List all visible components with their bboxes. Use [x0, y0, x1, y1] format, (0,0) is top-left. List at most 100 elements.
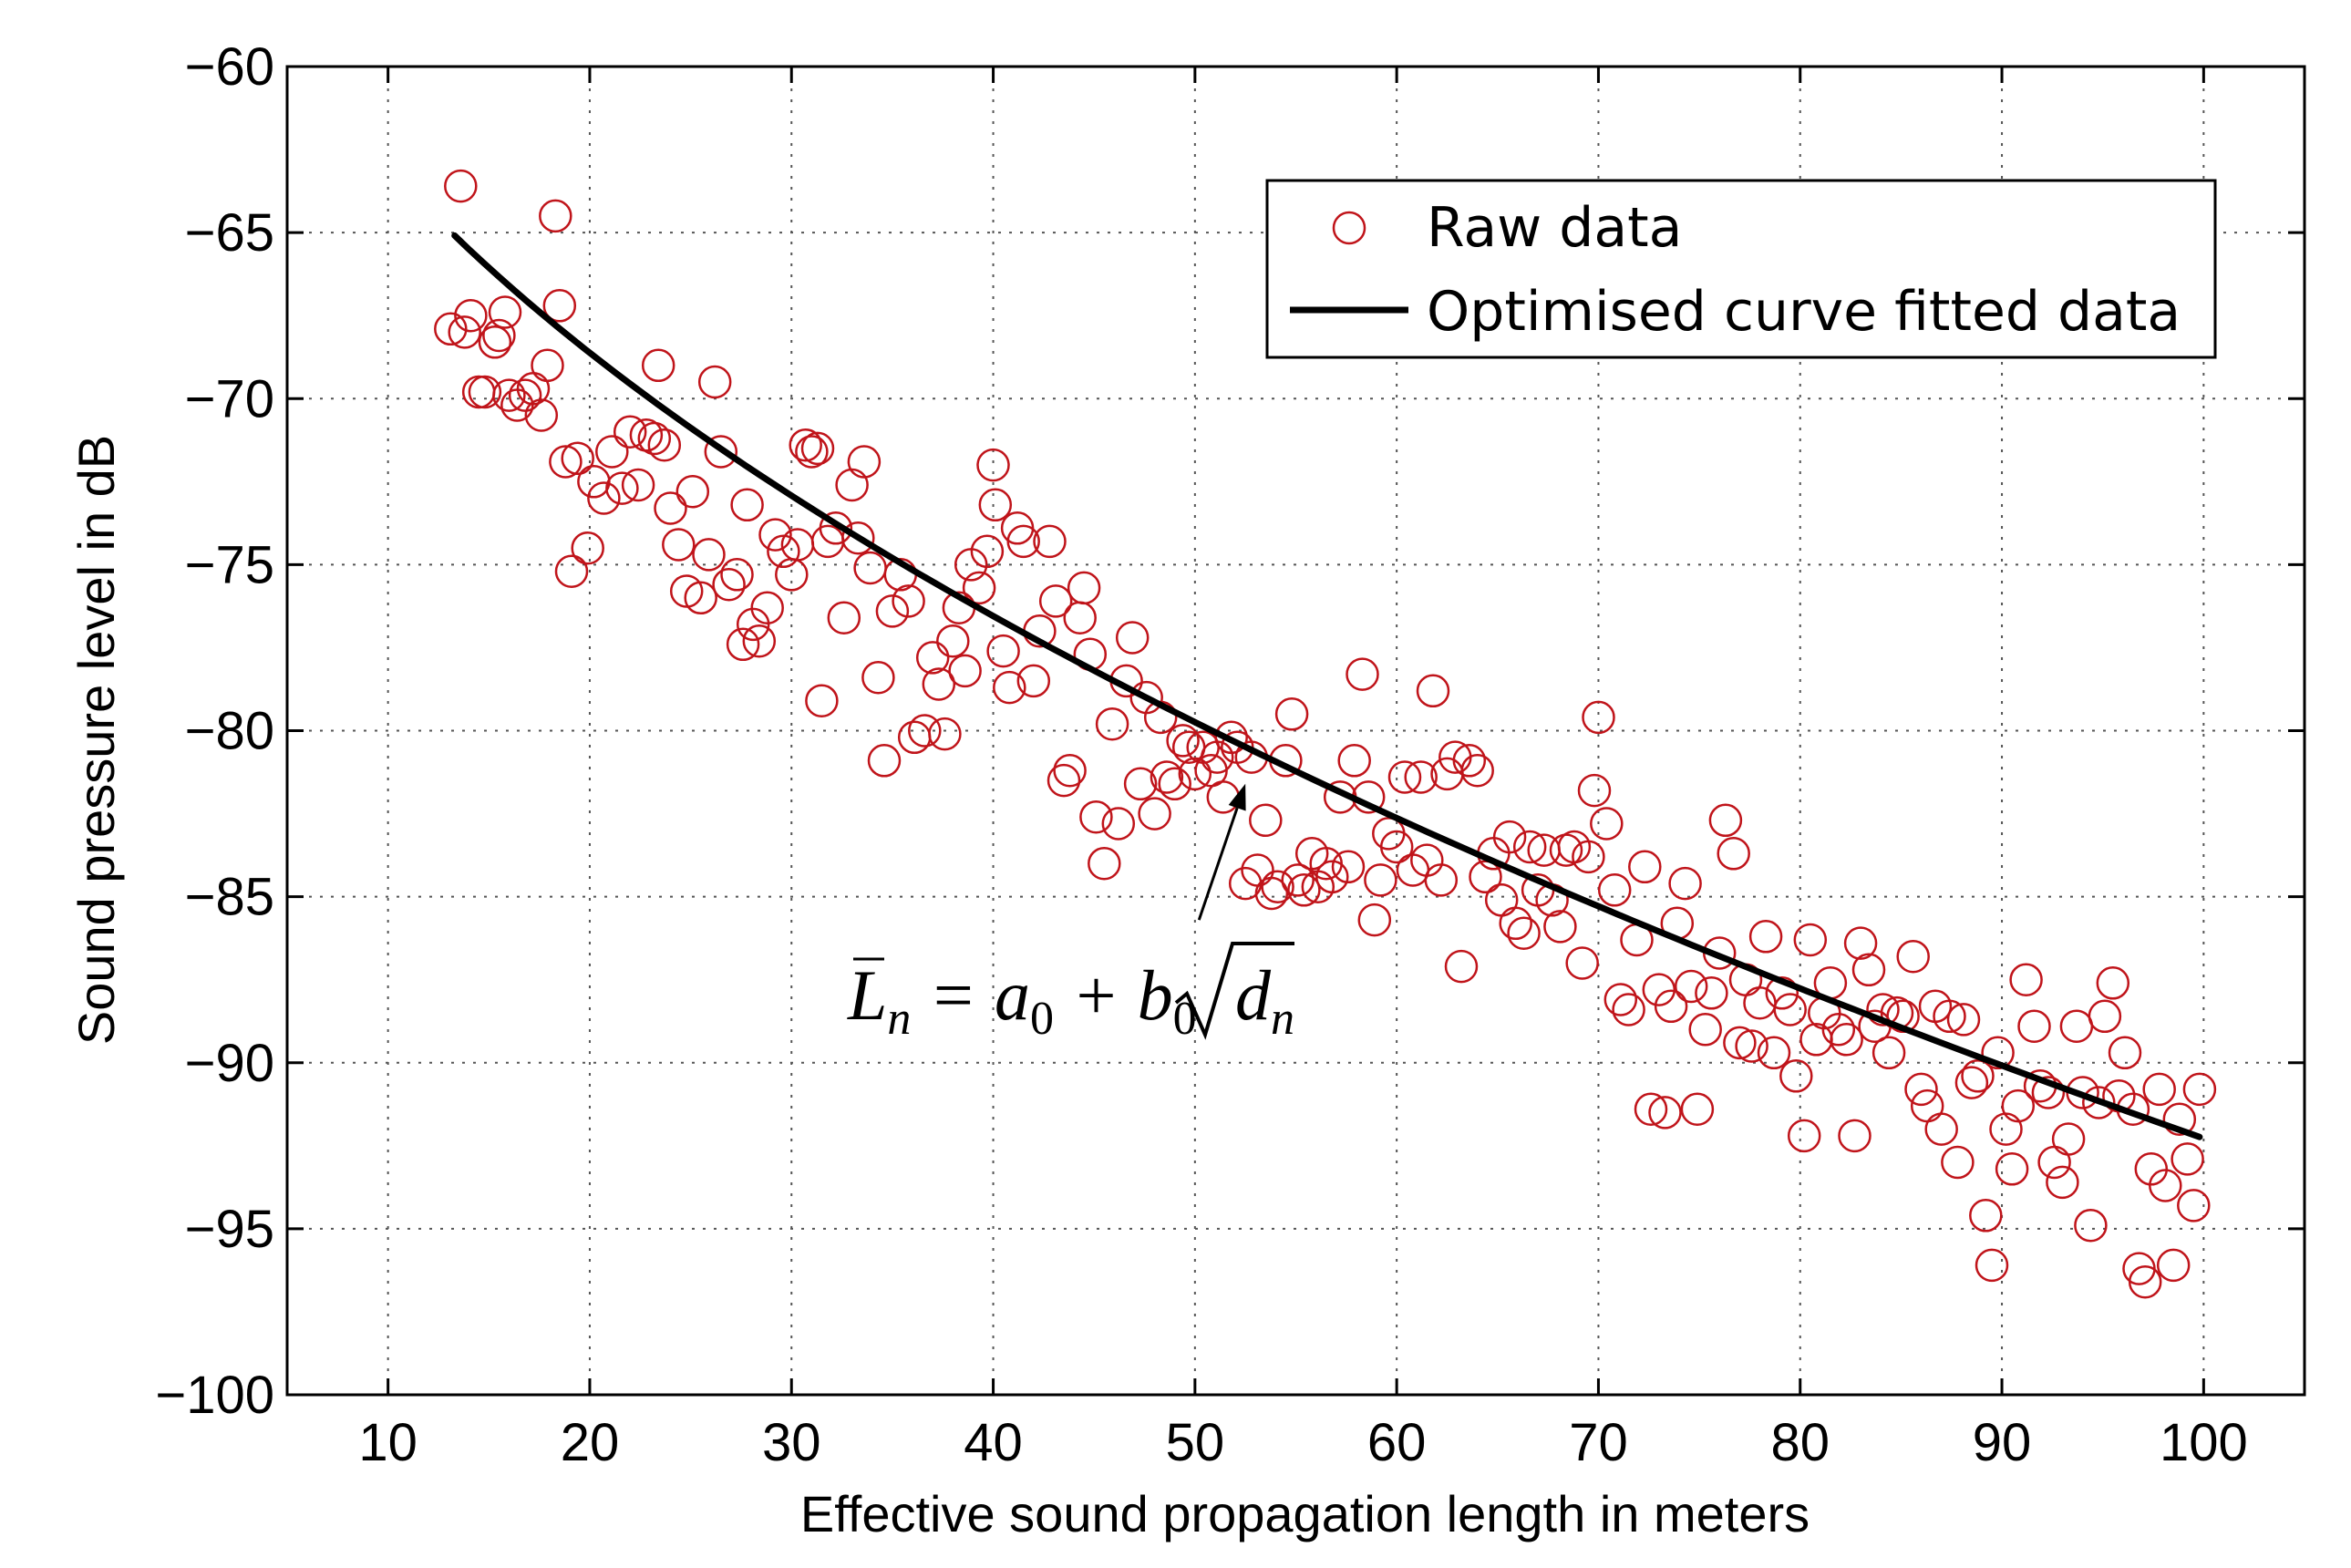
raw-data-point	[1717, 837, 1750, 871]
equation-a-term: = a	[911, 955, 1030, 1035]
raw-data-point	[1765, 976, 1799, 1010]
raw-data-point	[2001, 1088, 2036, 1123]
raw-data-point	[1735, 1029, 1768, 1063]
raw-data-point	[1708, 803, 1743, 838]
raw-data-point	[2096, 966, 2130, 1000]
equation-sqrt-sign	[1174, 942, 1294, 1040]
raw-data-point	[1597, 873, 1632, 907]
raw-data-point	[1612, 993, 1645, 1026]
raw-data-point	[613, 415, 647, 449]
raw-data-point	[1053, 753, 1087, 788]
raw-data-point	[1866, 993, 1900, 1026]
raw-data-point	[524, 398, 559, 432]
raw-data-point	[978, 488, 1013, 522]
raw-data-point	[1379, 830, 1414, 864]
raw-data-point	[684, 581, 717, 615]
y-tick-label: −90	[185, 1034, 274, 1093]
x-tick-label: 100	[2160, 1413, 2248, 1472]
raw-data-point	[1512, 830, 1547, 864]
raw-data-point	[1896, 939, 1930, 974]
annotation-arrowhead	[1228, 783, 1246, 811]
raw-data-point	[1872, 1036, 1906, 1070]
equation-text: Ln = a0 + b0	[847, 955, 1197, 1045]
raw-data-point	[1648, 1096, 1682, 1130]
raw-data-point	[805, 684, 839, 717]
raw-data-point	[492, 378, 526, 412]
raw-data-point	[1166, 724, 1200, 758]
raw-data-point	[508, 378, 542, 412]
raw-data-point	[662, 528, 696, 562]
x-tick-label: 90	[1973, 1413, 2032, 1472]
x-tick-labels: 10 20 30 40 50 60 70 80 90 100	[358, 1413, 2247, 1472]
equation-radicand: dn	[1235, 955, 1294, 1045]
raw-data-point	[986, 634, 1020, 668]
raw-data-point	[1904, 1072, 1938, 1107]
raw-data-point	[742, 624, 777, 658]
raw-data-point	[1975, 1248, 2009, 1283]
x-tick-label: 80	[1770, 1413, 1830, 1472]
raw-data-point	[720, 558, 754, 592]
y-tick-label: −65	[185, 203, 274, 263]
raw-data-point	[1688, 1013, 1722, 1047]
raw-data-point	[2051, 1122, 2086, 1156]
raw-data-point	[641, 348, 675, 383]
raw-data-point	[1315, 860, 1349, 894]
raw-data-point	[1038, 584, 1073, 618]
raw-data-point	[1577, 773, 1612, 808]
raw-data-point	[2142, 1072, 2176, 1107]
raw-data-point	[758, 518, 792, 552]
y-tick-labels: −60 −65 −70 −75 −80 −85 −90 −95 −100	[155, 37, 274, 1425]
raw-data-point	[750, 591, 784, 624]
y-tick-label: −100	[155, 1366, 274, 1425]
raw-data-point	[892, 584, 925, 618]
raw-data-point	[675, 474, 710, 509]
raw-data-point	[2009, 963, 2043, 996]
raw-data-point	[1033, 524, 1067, 559]
raw-data-point	[726, 627, 760, 662]
raw-data-points	[434, 169, 2217, 1299]
raw-data-point	[948, 654, 982, 688]
raw-data-point	[976, 448, 1010, 482]
raw-data-point	[1249, 803, 1283, 838]
raw-data-point	[1387, 760, 1422, 794]
raw-data-point	[577, 465, 611, 499]
raw-data-point	[1590, 807, 1624, 841]
raw-data-point	[1886, 999, 1920, 1034]
raw-data-point	[1851, 953, 1886, 987]
equation-b-term: + b	[1054, 955, 1173, 1035]
raw-data-point	[587, 481, 621, 515]
raw-data-point	[767, 534, 800, 569]
raw-data-point	[1404, 760, 1438, 794]
raw-data-point	[1995, 1152, 2029, 1186]
raw-data-point	[1543, 910, 1577, 944]
y-tick-label: −85	[185, 868, 274, 927]
raw-data-point	[1452, 744, 1487, 778]
raw-data-point	[1047, 763, 1081, 798]
raw-data-point	[1006, 524, 1040, 559]
raw-data-point	[1214, 720, 1248, 755]
raw-data-point	[1123, 767, 1158, 801]
raw-data-point	[915, 641, 950, 675]
raw-data-point	[2088, 999, 2122, 1034]
fitted-curve-line	[451, 232, 2203, 1140]
y-tick-label: −60	[185, 37, 274, 97]
raw-data-point	[875, 594, 910, 628]
raw-data-point	[1830, 1023, 1863, 1057]
raw-data-point	[1981, 1036, 2015, 1070]
raw-data-point	[712, 567, 746, 602]
raw-data-point	[621, 468, 655, 502]
raw-data-point	[1748, 920, 1783, 954]
axis-ticks	[287, 65, 2305, 1397]
raw-data-point	[1138, 797, 1171, 830]
legend-curve-label: Optimised curve fitted data	[1427, 280, 2181, 344]
raw-data-point	[2156, 1248, 2191, 1283]
raw-data-point	[1628, 850, 1662, 884]
raw-data-point	[434, 312, 468, 346]
raw-data-point	[1582, 700, 1615, 735]
annotation-arrow	[1197, 807, 1239, 921]
raw-data-point	[2134, 1152, 2169, 1186]
x-tick-label: 20	[561, 1413, 620, 1472]
equation-d: d	[1235, 955, 1272, 1035]
raw-data-point	[448, 315, 481, 349]
raw-data-point	[1095, 707, 1129, 741]
